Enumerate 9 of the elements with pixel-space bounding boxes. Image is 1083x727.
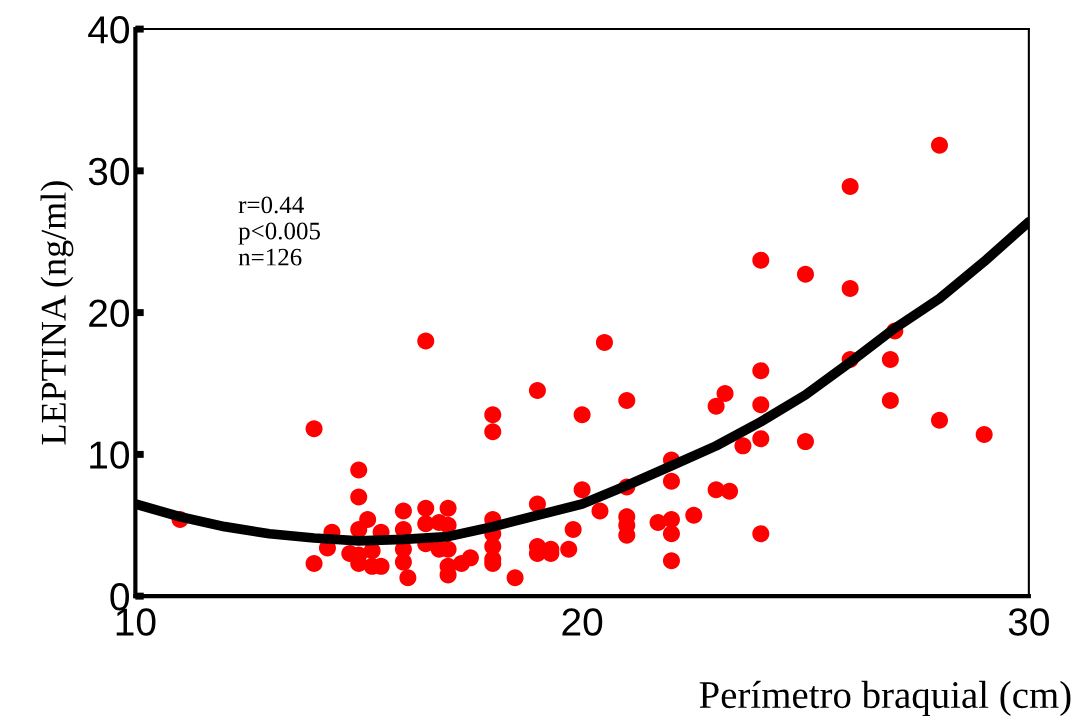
y-tick-label: 10 — [90, 441, 129, 469]
annotation: r=0.44 p<0.005 n=126 — [238, 196, 320, 266]
y-tick-label: 30 — [88, 157, 129, 186]
x-tick-label: 20 — [562, 608, 603, 636]
y-tick-label: 40 — [88, 16, 129, 44]
x-axis-title: Perímetro braquial (cm) — [699, 680, 1071, 717]
y-axis-title: LEPTINA (ng/ml) — [40, 181, 74, 445]
x-tick-label: 30 — [1008, 608, 1049, 636]
y-tick-label: 20 — [89, 299, 129, 328]
